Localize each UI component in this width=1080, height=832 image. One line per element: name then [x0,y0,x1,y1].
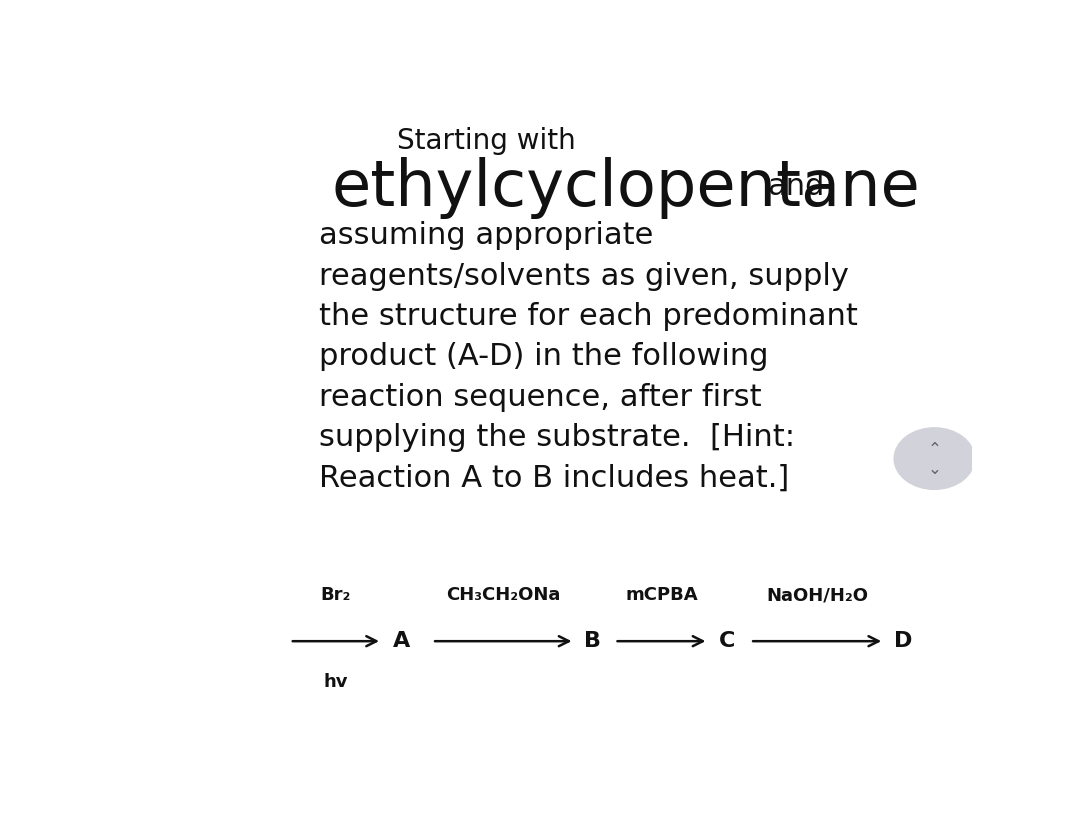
Text: and: and [767,172,824,201]
Text: Reaction A to B includes heat.]: Reaction A to B includes heat.] [320,463,789,493]
Text: ethylcyclopentane: ethylcyclopentane [332,157,920,220]
Text: Br₂: Br₂ [321,586,351,604]
Text: assuming appropriate: assuming appropriate [320,221,653,250]
Text: C: C [718,631,734,651]
Text: hv: hv [324,673,348,691]
Text: CH₃CH₂ONa: CH₃CH₂ONa [446,586,561,604]
Text: reaction sequence, after first: reaction sequence, after first [320,383,761,412]
Text: mCPBA: mCPBA [625,586,698,604]
Text: product (A-D) in the following: product (A-D) in the following [320,342,769,371]
Text: A: A [393,631,410,651]
Text: NaOH/H₂O: NaOH/H₂O [766,586,868,604]
Text: D: D [894,631,913,651]
Text: the structure for each predominant: the structure for each predominant [320,302,858,331]
Text: supplying the substrate.  [Hint:: supplying the substrate. [Hint: [320,423,795,452]
Text: reagents/solvents as given, supply: reagents/solvents as given, supply [320,261,849,290]
Text: B: B [584,631,602,651]
Circle shape [894,428,974,489]
Text: ⌃: ⌃ [928,439,942,458]
Text: Starting with: Starting with [397,127,576,156]
Text: ⌄: ⌄ [928,460,942,478]
